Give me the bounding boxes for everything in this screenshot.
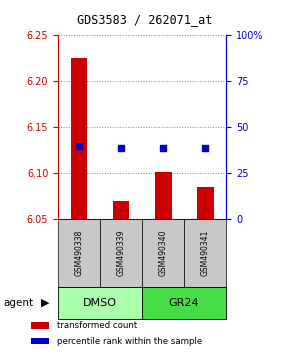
Bar — [142, 219, 184, 287]
Text: agent: agent — [3, 298, 33, 308]
Bar — [155, 172, 172, 219]
Bar — [30, 338, 49, 344]
Text: GSM490341: GSM490341 — [201, 230, 210, 276]
Text: transformed count: transformed count — [57, 321, 137, 330]
Bar — [113, 201, 130, 219]
Bar — [58, 219, 100, 287]
Text: GSM490338: GSM490338 — [75, 230, 84, 276]
Text: GSM490339: GSM490339 — [117, 230, 126, 276]
Bar — [58, 287, 142, 319]
Bar — [142, 287, 226, 319]
Text: DMSO: DMSO — [83, 298, 117, 308]
Text: ▶: ▶ — [41, 298, 49, 308]
Point — [161, 145, 165, 150]
Text: percentile rank within the sample: percentile rank within the sample — [57, 337, 202, 346]
Bar — [71, 58, 88, 219]
Bar — [100, 219, 142, 287]
Point — [203, 145, 208, 150]
Point — [77, 143, 81, 149]
Text: GR24: GR24 — [169, 298, 200, 308]
Bar — [184, 219, 226, 287]
Bar — [197, 187, 213, 219]
Text: GSM490340: GSM490340 — [159, 230, 168, 276]
Bar — [30, 322, 49, 329]
Point — [119, 145, 124, 150]
Text: GDS3583 / 262071_at: GDS3583 / 262071_at — [77, 13, 213, 26]
